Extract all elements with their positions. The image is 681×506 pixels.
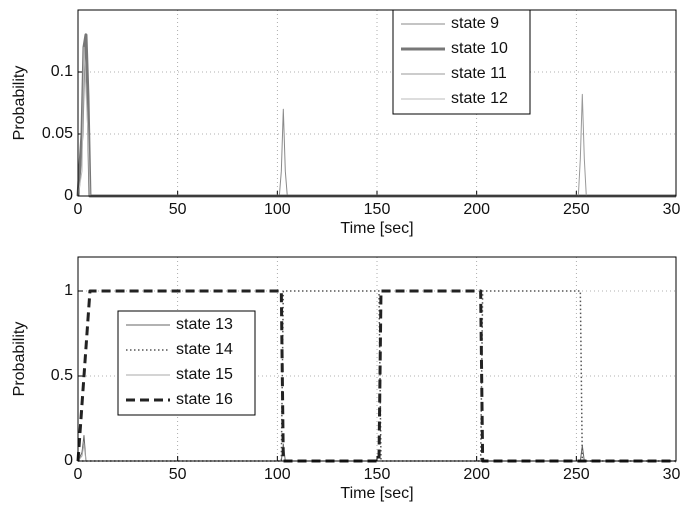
legend-label: state 9 xyxy=(451,15,499,32)
x-tick-label: 250 xyxy=(563,466,590,483)
legend-label: state 15 xyxy=(176,366,233,383)
legend-box xyxy=(392,9,531,115)
x-tick-label: 300 xyxy=(663,201,681,218)
y-axis-label: Probability xyxy=(11,322,28,397)
axes: 0 50 100 150 200 250 300 0 0.5 1 Time [sec] Probabi… xyxy=(11,256,681,502)
legend-label: state 14 xyxy=(176,341,233,358)
y-tick-label: 0.5 xyxy=(51,367,73,384)
y-tick-label: 0.1 xyxy=(51,63,73,80)
x-tick-label: 250 xyxy=(563,201,590,218)
x-axis-label: Time [sec] xyxy=(340,485,413,502)
x-tick-label: 0 xyxy=(74,201,83,218)
y-tick-label: 0 xyxy=(64,187,73,204)
y-tick-label: 1 xyxy=(64,282,73,299)
x-axis-label: Time [sec] xyxy=(340,220,413,237)
axes-frame xyxy=(77,9,677,197)
axes: 0 50 100 150 200 250 300 0 0.05 0.1 Time [sec] Prob… xyxy=(11,9,681,237)
legend: state 9 state 10 state 11 state 12 xyxy=(392,9,531,115)
y-tick-label: 0.05 xyxy=(42,125,73,142)
x-tick-label: 0 xyxy=(74,466,83,483)
y-tick-label: 0 xyxy=(64,452,73,469)
legend-label: state 13 xyxy=(176,316,233,333)
y-axis-label: Probability xyxy=(11,66,28,141)
x-tick-label: 50 xyxy=(169,201,187,218)
x-tick-label: 100 xyxy=(264,201,291,218)
x-tick-label: 100 xyxy=(264,466,291,483)
legend-label: state 11 xyxy=(451,65,507,82)
legend-label: state 12 xyxy=(451,90,508,107)
legend-label: state 10 xyxy=(451,40,508,57)
x-tick-label: 150 xyxy=(364,201,391,218)
x-tick-label: 200 xyxy=(463,466,490,483)
x-tick-label: 150 xyxy=(364,466,391,483)
x-tick-label: 50 xyxy=(169,466,187,483)
legend-box xyxy=(117,310,256,416)
series-line xyxy=(77,435,676,462)
legend: state 13 state 14 state 15 state 16 xyxy=(117,310,256,416)
x-tick-label: 300 xyxy=(663,466,681,483)
legend-label: state 16 xyxy=(176,391,233,408)
x-tick-label: 200 xyxy=(463,201,490,218)
axes-frame xyxy=(77,256,677,462)
